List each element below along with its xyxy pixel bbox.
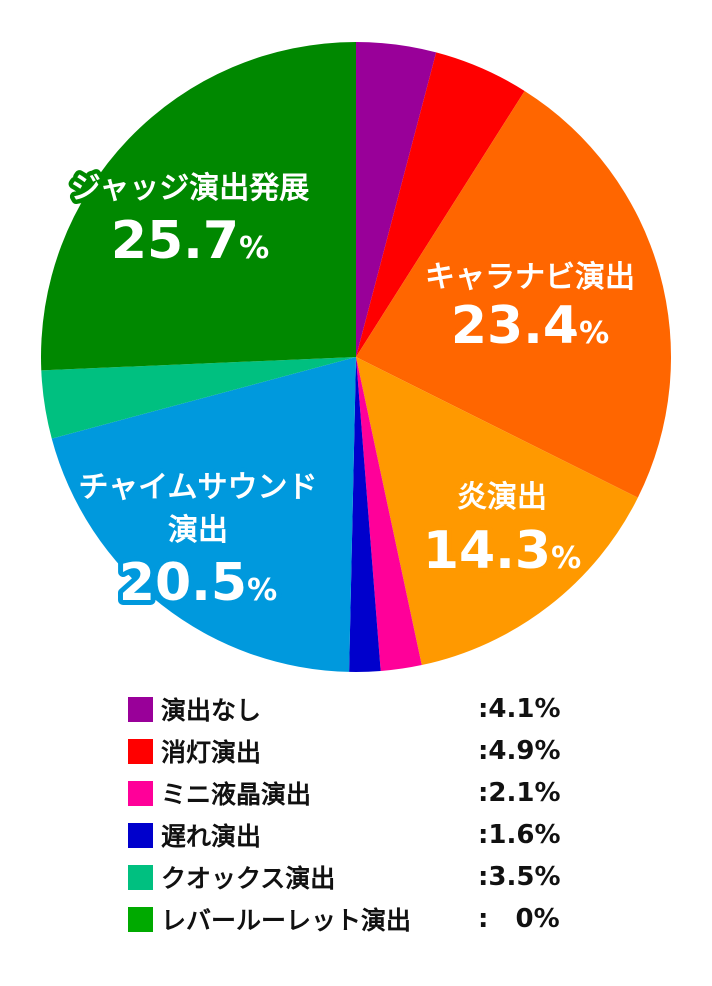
legend-label: 消灯演出 [161,738,262,767]
pie-chart: キャラナビ演出 23.4% 炎演出 14.3% チャイムサウンド 演出 20.5% ジャッジ演… [40,42,672,672]
legend-value: :4.1% [478,694,561,724]
pie-slices [40,42,672,672]
pie-label-name-0-0: キャラナビ演出 [425,260,635,295]
pie-label-value-3: 25.7% [111,211,269,271]
legend-label: クオックス演出 [161,864,336,893]
pie-label-name-2-1: 演出 [168,513,228,548]
legend-item: 消灯演出 :4.9% [128,730,598,772]
legend-swatch [128,906,153,932]
pie-slice-3 [356,357,638,666]
legend: 演出なし :4.1% 消灯演出 :4.9% ミニ液晶演出 :2.1% 遅れ演出 :1.6% クオ… [128,688,598,940]
legend-value: :4.9% [478,736,561,766]
legend-item: 演出なし :4.1% [128,688,598,730]
legend-value: :2.1% [478,778,561,808]
pie-slice-2 [356,90,672,498]
legend-value: :1.6% [478,820,561,850]
legend-item: 遅れ演出 :1.6% [128,814,598,856]
legend-swatch [128,696,153,722]
legend-label: 遅れ演出 [161,822,262,851]
pie-slice-7 [41,357,356,439]
legend-swatch [128,822,153,848]
pie-label-name-2-0: チャイムサウンド [78,470,317,505]
pie-slice-1 [356,52,525,358]
pie-slice-6 [51,357,356,672]
legend-swatch [128,738,153,764]
pie-label-name-1-0: 炎演出 [457,480,547,515]
legend-swatch [128,864,153,890]
pie-slice-5 [349,357,381,672]
legend-value: :3.5% [478,862,561,892]
pie-slice-0 [356,42,437,357]
legend-label: 演出なし [161,696,262,725]
legend-item: ミニ液晶演出 :2.1% [128,772,598,814]
legend-value: : 0% [478,904,560,934]
legend-swatch [128,780,153,806]
legend-item: クオックス演出 :3.5% [128,856,598,898]
pie-label-value-0: 23.4% [451,296,609,356]
pie-label-name-3-0: ジャッジ演出発展 [71,171,310,206]
legend-label: ミニ液晶演出 [161,780,312,809]
pie-label-value-1: 14.3% [423,521,581,581]
pie-slice-4 [356,357,422,672]
pie-label-value-2: 20.5% [119,553,277,613]
legend-item: レバールーレット演出 : 0% [128,898,598,940]
legend-label: レバールーレット演出 [161,906,412,935]
pie-slice-8 [40,42,357,371]
